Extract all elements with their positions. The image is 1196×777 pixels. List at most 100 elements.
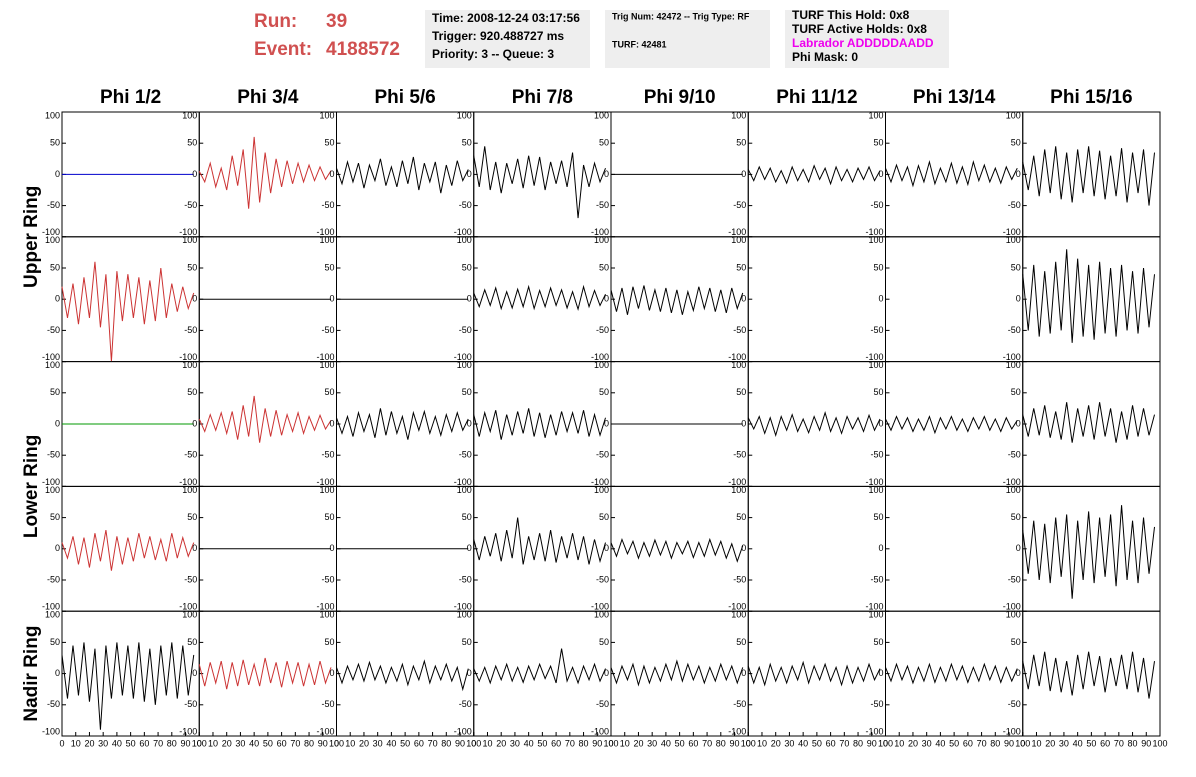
y-tick-label: -50 bbox=[1008, 450, 1021, 460]
x-tick-label: 90 bbox=[455, 738, 465, 748]
y-tick-label: 0 bbox=[741, 543, 746, 553]
labrador: Labrador ADDDDDAADD bbox=[792, 36, 934, 50]
waveform bbox=[1022, 146, 1156, 206]
y-tick-label: 50 bbox=[462, 637, 472, 647]
y-tick-label: 50 bbox=[187, 512, 197, 522]
column-title: Phi 9/10 bbox=[644, 87, 716, 108]
y-tick-label: 0 bbox=[878, 294, 883, 304]
y-tick-label: 50 bbox=[1011, 637, 1021, 647]
waveform bbox=[610, 659, 744, 687]
y-tick-label: 100 bbox=[731, 110, 746, 120]
y-tick-label: 0 bbox=[55, 418, 60, 428]
x-tick-label: 10 bbox=[620, 738, 630, 748]
y-tick-label: 100 bbox=[868, 110, 883, 120]
y-tick-label: -50 bbox=[870, 325, 883, 335]
x-tick-label: 30 bbox=[647, 738, 657, 748]
y-tick-label: -100 bbox=[454, 227, 472, 237]
y-tick-label: 100 bbox=[319, 610, 334, 620]
y-tick-label: 100 bbox=[45, 485, 60, 495]
y-tick-label: -100 bbox=[42, 477, 60, 487]
y-tick-label: -50 bbox=[596, 200, 609, 210]
x-tick-label: 90 bbox=[867, 738, 877, 748]
y-tick-label: 100 bbox=[731, 485, 746, 495]
x-tick-label: 40 bbox=[524, 738, 534, 748]
y-tick-label: 50 bbox=[187, 637, 197, 647]
y-tick-label: -100 bbox=[454, 352, 472, 362]
y-tick-label: 50 bbox=[187, 138, 197, 148]
y-tick-label: 0 bbox=[192, 543, 197, 553]
y-tick-label: 50 bbox=[462, 138, 472, 148]
y-tick-label: -100 bbox=[728, 602, 746, 612]
y-tick-label: 100 bbox=[457, 360, 472, 370]
turf-box bbox=[785, 10, 949, 68]
y-tick-label: -100 bbox=[179, 477, 197, 487]
y-tick-label: -50 bbox=[459, 200, 472, 210]
y-tick-label: 100 bbox=[182, 360, 197, 370]
panel-frame bbox=[747, 236, 886, 363]
time-box bbox=[425, 10, 590, 68]
y-tick-label: 100 bbox=[45, 360, 60, 370]
y-tick-label: 0 bbox=[604, 418, 609, 428]
y-tick-label: -50 bbox=[1008, 699, 1021, 709]
y-tick-label: -50 bbox=[733, 200, 746, 210]
x-tick-label: 70 bbox=[1114, 738, 1124, 748]
y-tick-label: -100 bbox=[865, 227, 883, 237]
x-tick-label: 100 bbox=[1152, 738, 1167, 748]
turf: TURF: 42481 bbox=[612, 39, 667, 49]
y-tick-label: -50 bbox=[184, 574, 197, 584]
row-label: Nadir Ring bbox=[21, 626, 42, 722]
y-tick-label: 50 bbox=[736, 387, 746, 397]
y-tick-label: -100 bbox=[591, 726, 609, 736]
y-tick-label: 0 bbox=[329, 418, 334, 428]
y-tick-label: -50 bbox=[870, 699, 883, 709]
x-tick-label: 10 bbox=[482, 738, 492, 748]
y-tick-label: -50 bbox=[733, 699, 746, 709]
y-tick-label: -100 bbox=[454, 602, 472, 612]
x-tick-label: 70 bbox=[290, 738, 300, 748]
y-tick-label: 100 bbox=[868, 235, 883, 245]
y-tick-label: -100 bbox=[179, 352, 197, 362]
y-tick-label: -50 bbox=[321, 450, 334, 460]
y-tick-label: 100 bbox=[457, 610, 472, 620]
x-tick-label: 80 bbox=[579, 738, 589, 748]
x-tick-label: 90 bbox=[592, 738, 602, 748]
run-number: 39 bbox=[326, 11, 347, 32]
y-tick-label: 100 bbox=[868, 610, 883, 620]
y-tick-label: 100 bbox=[731, 360, 746, 370]
y-tick-label: -100 bbox=[865, 352, 883, 362]
y-tick-label: 0 bbox=[329, 169, 334, 179]
y-tick-label: -50 bbox=[184, 699, 197, 709]
x-tick-label: 70 bbox=[565, 738, 575, 748]
x-tick-label: 70 bbox=[153, 738, 163, 748]
x-tick-label: 20 bbox=[771, 738, 781, 748]
y-tick-label: -100 bbox=[865, 602, 883, 612]
panel-frame bbox=[336, 361, 475, 487]
y-tick-label: -50 bbox=[321, 574, 334, 584]
x-tick-label: 60 bbox=[826, 738, 836, 748]
y-tick-label: 50 bbox=[462, 262, 472, 272]
y-tick-label: -50 bbox=[1008, 325, 1021, 335]
turf-hold: TURF This Hold: 0x8 bbox=[792, 8, 910, 22]
x-tick-label: 20 bbox=[633, 738, 643, 748]
y-tick-label: -100 bbox=[179, 227, 197, 237]
y-tick-label: 50 bbox=[324, 138, 334, 148]
y-tick-label: 0 bbox=[741, 294, 746, 304]
trig-box bbox=[605, 10, 770, 68]
x-tick-label: 40 bbox=[386, 738, 396, 748]
y-tick-label: 100 bbox=[182, 110, 197, 120]
y-tick-label: 0 bbox=[604, 543, 609, 553]
waveform bbox=[336, 408, 469, 440]
y-tick-label: -100 bbox=[42, 352, 60, 362]
panel-frame bbox=[747, 111, 886, 238]
y-tick-label: 50 bbox=[50, 512, 60, 522]
y-tick-label: 100 bbox=[45, 610, 60, 620]
y-tick-label: -100 bbox=[1003, 352, 1021, 362]
y-tick-label: -100 bbox=[1003, 726, 1021, 736]
y-tick-label: -50 bbox=[184, 325, 197, 335]
y-tick-label: -50 bbox=[596, 574, 609, 584]
panel-frame bbox=[885, 485, 1024, 612]
y-tick-label: -50 bbox=[321, 325, 334, 335]
x-tick-label: 80 bbox=[716, 738, 726, 748]
y-tick-label: 100 bbox=[1006, 485, 1021, 495]
y-tick-label: -50 bbox=[47, 574, 60, 584]
